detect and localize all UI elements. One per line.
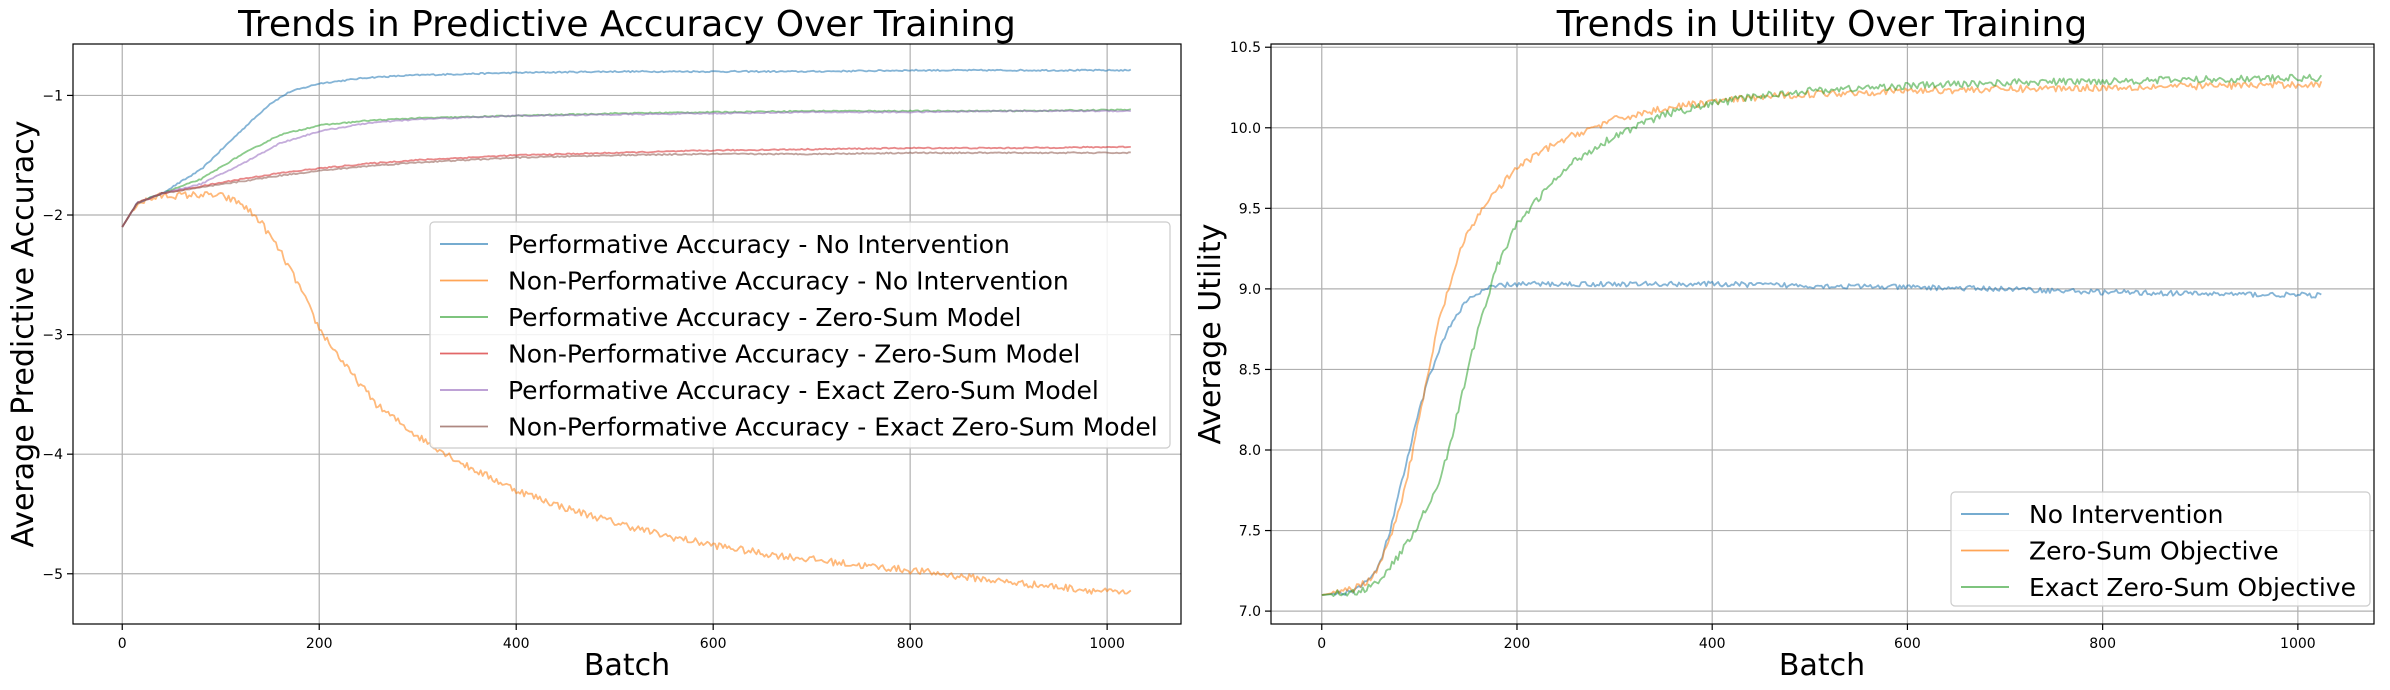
y-tick-label: 7.5	[1239, 524, 1261, 540]
x-tick-label: 600	[1894, 636, 1921, 652]
y-tick-label: 10.5	[1230, 40, 1261, 56]
x-tick-label: 400	[1699, 636, 1726, 652]
accuracy-y-axis-label: Average Predictive Accuracy	[6, 120, 41, 547]
x-tick-label: 800	[897, 636, 924, 652]
series-line-4	[121, 145, 1131, 228]
x-tick-label: 400	[503, 636, 530, 652]
y-tick-label: −1	[42, 88, 63, 104]
x-tick-label: 800	[2089, 636, 2116, 652]
y-tick-label: 8.0	[1239, 443, 1261, 459]
y-tick-label: 8.5	[1239, 362, 1261, 378]
series-line-6	[121, 151, 1131, 228]
legend-label: No Intervention	[2029, 500, 2224, 529]
y-tick-label: −4	[42, 447, 63, 463]
utility-series	[1321, 73, 2323, 597]
accuracy-x-axis-label: Batch	[584, 648, 670, 683]
utility-x-axis-label: Batch	[1779, 648, 1865, 683]
accuracy-legend: Performative Accuracy - No Intervention N…	[429, 221, 1171, 449]
y-tick-label: 9.0	[1239, 282, 1261, 298]
series-line-3	[1321, 73, 2323, 597]
accuracy-series	[121, 68, 1132, 595]
accuracy-chart: 0 200 400 600 800 1000 −5 −4 −3 −2 −1 Trends in P…	[6, 4, 1182, 683]
y-tick-label: −3	[42, 328, 63, 344]
utility-chart-title: Trends in Utility Over Training	[1556, 4, 2087, 45]
utility-y-axis-label: Average Utility	[1193, 224, 1228, 445]
utility-chart: 0 200 400 600 800 1000 7.0 7.5 8.0 8.5 9.0 9.5 10.0…	[1193, 4, 2375, 683]
x-tick-label: 0	[118, 636, 127, 652]
x-tick-label: 200	[306, 636, 333, 652]
series-line-1	[1321, 280, 2322, 596]
x-tick-label: 1000	[2280, 636, 2316, 652]
legend-label: Non-Performative Accuracy - Zero-Sum Mod…	[508, 340, 1080, 369]
accuracy-chart-title: Trends in Predictive Accuracy Over Train…	[237, 4, 1016, 45]
series-line-2	[121, 191, 1132, 595]
legend-label: Non-Performative Accuracy - Exact Zero-S…	[508, 413, 1158, 442]
utility-grid	[1271, 44, 2374, 624]
series-line-2	[1321, 80, 2323, 596]
utility-legend: No Intervention Zero-Sum Objective Exact Z…	[1950, 491, 2371, 607]
utility-y-ticks: 7.0 7.5 8.0 8.5 9.0 9.5 10.0 10.5	[1230, 40, 1271, 620]
y-tick-label: 7.0	[1239, 604, 1261, 620]
x-tick-label: 1000	[1089, 636, 1125, 652]
utility-x-ticks: 0 200 400 600 800 1000	[1317, 624, 2316, 652]
y-tick-label: 9.5	[1239, 201, 1261, 217]
accuracy-x-ticks: 0 200 400 600 800 1000	[118, 624, 1125, 652]
y-tick-label: 10.0	[1230, 121, 1261, 137]
legend-label: Exact Zero-Sum Objective	[2029, 573, 2356, 602]
legend-label: Performative Accuracy - Zero-Sum Model	[508, 303, 1021, 332]
series-line-5	[121, 109, 1131, 228]
accuracy-y-ticks: −5 −4 −3 −2 −1	[42, 88, 73, 583]
legend-label: Zero-Sum Objective	[2029, 537, 2279, 566]
x-tick-label: 0	[1317, 636, 1326, 652]
y-tick-label: −2	[42, 208, 63, 224]
x-tick-label: 600	[700, 636, 727, 652]
legend-box	[1950, 491, 2371, 607]
y-tick-label: −5	[42, 567, 63, 583]
series-line-3	[121, 108, 1131, 228]
legend-label: Performative Accuracy - Exact Zero-Sum M…	[508, 376, 1099, 405]
utility-axes-frame	[1270, 43, 2375, 625]
legend-label: Performative Accuracy - No Intervention	[508, 230, 1010, 259]
legend-box	[429, 221, 1171, 449]
series-line-1	[121, 68, 1132, 228]
legend-label: Non-Performative Accuracy - No Intervent…	[508, 267, 1069, 296]
x-tick-label: 200	[1504, 636, 1531, 652]
